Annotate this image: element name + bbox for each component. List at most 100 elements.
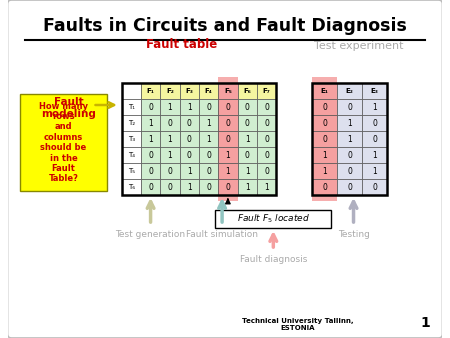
Text: 0: 0 [347,150,352,160]
Text: 0: 0 [264,167,269,175]
Text: F₅: F₅ [224,88,232,94]
Bar [238,147,257,163]
Bar [199,163,218,179]
Text: Fault diagnosis: Fault diagnosis [240,255,307,264]
Text: T₅: T₅ [128,168,135,174]
Text: 1: 1 [187,102,192,112]
Bar [257,163,276,179]
Text: 1: 1 [167,102,172,112]
Bar [362,179,387,195]
Text: 0: 0 [322,119,327,127]
Bar [238,163,257,179]
Bar [180,147,199,163]
Text: 1: 1 [167,135,172,144]
Text: T₃: T₃ [128,136,135,142]
Text: 1: 1 [206,135,211,144]
Bar [312,131,337,147]
Bar [160,131,180,147]
Text: 0: 0 [372,135,377,144]
Text: 1: 1 [322,167,327,175]
Text: 0: 0 [264,119,269,127]
Bar [218,99,238,115]
Bar [362,163,387,179]
Bar [238,99,257,115]
Text: E₃: E₃ [371,88,379,94]
Bar [199,115,218,131]
Text: 0: 0 [148,102,153,112]
Bar [218,179,238,195]
Bar [199,131,218,147]
Text: Faults in Circuits and Fault Diagnosis: Faults in Circuits and Fault Diagnosis [43,17,407,35]
Bar [218,77,238,201]
Bar [362,99,387,115]
Text: 1: 1 [187,183,192,192]
Bar [312,77,337,201]
Text: 0: 0 [206,167,211,175]
Text: 0: 0 [206,183,211,192]
Bar [257,99,276,115]
Bar [337,115,362,131]
Text: F₂: F₂ [166,88,174,94]
Text: 0: 0 [206,150,211,160]
Text: 1: 1 [167,150,172,160]
Text: 1: 1 [264,183,269,192]
Bar [257,179,276,195]
Text: 1: 1 [148,119,153,127]
Bar [141,163,160,179]
Bar [141,83,160,99]
Bar [199,99,218,115]
Bar [337,179,362,195]
Bar [216,210,331,228]
Bar [218,163,238,179]
Text: 0: 0 [347,102,352,112]
Bar [122,99,141,115]
Text: 0: 0 [322,183,327,192]
Bar [257,115,276,131]
Bar [257,83,276,99]
Text: 0: 0 [245,102,250,112]
Bar [337,131,362,147]
Text: F₃: F₃ [185,88,193,94]
Bar [160,179,180,195]
Text: 0: 0 [225,102,230,112]
Bar [122,131,141,147]
Bar [218,147,238,163]
Bar [218,115,238,131]
Bar [180,99,199,115]
Bar [238,179,257,195]
Text: 1: 1 [225,150,230,160]
Text: 0: 0 [187,150,192,160]
Text: 0: 0 [206,102,211,112]
Text: F₇: F₇ [263,88,270,94]
Bar [337,99,362,115]
Text: F₄: F₄ [205,88,212,94]
Text: 0: 0 [347,183,352,192]
Bar [312,99,337,115]
Text: T₄: T₄ [128,152,135,158]
Text: 1: 1 [420,316,430,330]
Text: 0: 0 [372,119,377,127]
Bar [199,147,218,163]
Text: F₆: F₆ [243,88,251,94]
Bar [337,83,362,99]
Text: 1: 1 [206,119,211,127]
Bar [238,115,257,131]
Text: 0: 0 [187,119,192,127]
FancyBboxPatch shape [20,94,107,191]
Text: 1: 1 [373,167,377,175]
Text: Fault simulation: Fault simulation [186,230,258,239]
Text: 0: 0 [148,183,153,192]
Text: E₁: E₁ [320,88,328,94]
Text: F₁: F₁ [147,88,154,94]
Text: 0: 0 [264,150,269,160]
Bar [218,131,238,147]
Bar [312,163,337,179]
Text: 0: 0 [372,183,377,192]
Bar [160,99,180,115]
Bar [312,83,387,195]
Bar [180,131,199,147]
Text: 0: 0 [148,150,153,160]
Text: 0: 0 [225,135,230,144]
Text: 0: 0 [347,167,352,175]
Bar [122,179,141,195]
